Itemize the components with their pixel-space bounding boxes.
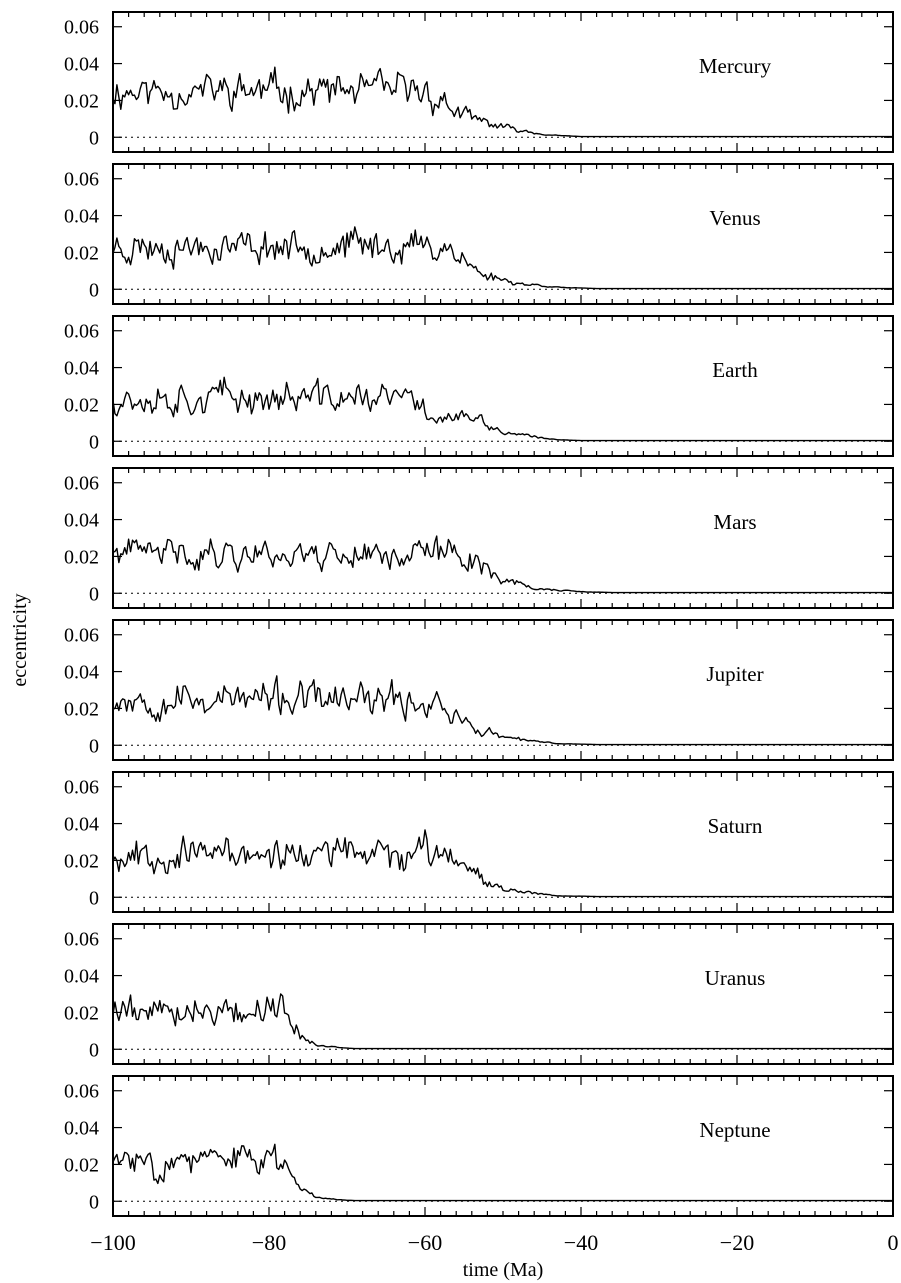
y-tick-label: 0.04 — [64, 814, 99, 836]
y-tick-label: 0.02 — [64, 394, 99, 416]
panel-label: Neptune — [699, 1118, 770, 1142]
y-tick-label: 0.06 — [64, 1081, 99, 1103]
panel-label: Mars — [713, 510, 756, 534]
y-tick-label: 0.02 — [64, 546, 99, 568]
x-tick-label: 0 — [888, 1230, 899, 1255]
series-line-jupiter — [112, 675, 893, 746]
y-tick-label: 0.04 — [64, 662, 99, 684]
y-tick-label: 0.04 — [64, 358, 99, 380]
panel-jupiter: 0 0.02 0.04 0.06 Jupiter — [64, 619, 894, 761]
y-tick-label: 0.06 — [64, 473, 99, 495]
panel-label: Uranus — [705, 966, 766, 990]
series-line-mars — [112, 535, 893, 594]
y-tick-label: 0.06 — [64, 929, 99, 951]
y-tick-label: 0.06 — [64, 777, 99, 799]
y-tick-label: 0 — [89, 431, 99, 453]
y-axis-label: eccentricity — [9, 593, 31, 686]
y-tick-label: 0.04 — [64, 206, 99, 228]
panel-earth: 0 0.02 0.04 0.06 Earth — [64, 315, 894, 457]
panel-venus: 0 0.02 0.04 0.06 Venus — [64, 163, 894, 305]
panel-frame — [112, 11, 894, 153]
series-line-saturn — [112, 829, 893, 898]
panel-label: Earth — [712, 358, 758, 382]
series-line-neptune — [112, 1143, 893, 1202]
x-axis-label: time (Ma) — [463, 1259, 544, 1281]
y-tick-label: 0 — [89, 583, 99, 605]
y-tick-label: 0.02 — [64, 242, 99, 264]
y-tick-label: 0 — [89, 1191, 99, 1213]
panel-neptune: 0 0.02 0.04 0.06 Neptune — [64, 1075, 894, 1217]
y-tick-label: 0 — [89, 735, 99, 757]
panel-label: Saturn — [708, 814, 763, 838]
series-line-earth — [112, 376, 893, 442]
y-tick-label: 0 — [89, 279, 99, 301]
series-line-mercury — [112, 66, 893, 138]
panel-saturn: 0 0.02 0.04 0.06 Saturn — [64, 771, 894, 913]
y-tick-label: 0.04 — [64, 966, 99, 988]
panel-mars: 0 0.02 0.04 0.06 Mars — [64, 467, 894, 609]
y-tick-label: 0.02 — [64, 90, 99, 112]
x-tick-label: −80 — [252, 1230, 286, 1255]
panel-label: Venus — [709, 206, 760, 230]
y-tick-label: 0.04 — [64, 54, 99, 76]
panel-mercury: 0 0.02 0.04 0.06 Mercury — [64, 11, 894, 153]
panel-uranus: 0 0.02 0.04 0.06 Uranus — [64, 923, 894, 1065]
panel-frame — [112, 467, 894, 609]
y-tick-label: 0.02 — [64, 1154, 99, 1176]
x-tick-label: −40 — [564, 1230, 598, 1255]
x-tick-label: −60 — [408, 1230, 442, 1255]
y-tick-label: 0.04 — [64, 510, 99, 532]
panel-frame — [112, 923, 894, 1065]
panel-frame — [112, 619, 894, 761]
y-tick-label: 0.06 — [64, 169, 99, 191]
y-tick-label: 0.02 — [64, 850, 99, 872]
y-tick-label: 0.06 — [64, 321, 99, 343]
y-tick-label: 0 — [89, 127, 99, 149]
panel-label: Mercury — [699, 54, 772, 78]
series-line-venus — [112, 226, 893, 290]
panel-label: Jupiter — [706, 662, 763, 686]
y-tick-label: 0.02 — [64, 1002, 99, 1024]
y-tick-label: 0.02 — [64, 698, 99, 720]
x-tick-label: −100 — [90, 1230, 135, 1255]
series-line-uranus — [112, 993, 893, 1050]
panel-frame — [112, 315, 894, 457]
y-tick-label: 0.04 — [64, 1118, 99, 1140]
y-tick-label: 0.06 — [64, 625, 99, 647]
y-tick-label: 0 — [89, 887, 99, 909]
panel-frame — [112, 1075, 894, 1217]
y-tick-label: 0.06 — [64, 17, 99, 39]
y-tick-label: 0 — [89, 1039, 99, 1061]
x-tick-label: −20 — [720, 1230, 754, 1255]
x-axis: −100 −80 −60 −40 −20 0 — [90, 1230, 898, 1255]
panel-frame — [112, 163, 894, 305]
panels-group: 00.020.040.06Mercury00.020.040.06Venus00… — [64, 11, 894, 1217]
